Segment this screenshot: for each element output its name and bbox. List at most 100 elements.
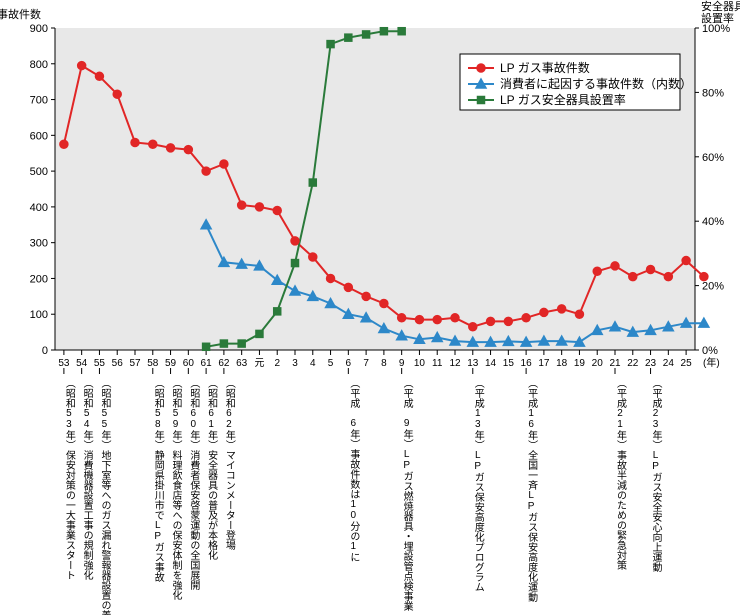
annotation-text: （平成13年）LPガス保安高度化プログラム xyxy=(472,378,484,592)
marker-circle xyxy=(78,62,86,70)
right-tick-label: 100% xyxy=(702,23,730,35)
marker-circle xyxy=(611,262,619,270)
marker-circle xyxy=(504,317,512,325)
marker-square xyxy=(309,179,316,186)
marker-circle xyxy=(131,138,139,146)
marker-circle xyxy=(647,266,655,274)
marker-circle xyxy=(238,201,246,209)
x-tick-label: 24 xyxy=(663,358,675,369)
marker-circle xyxy=(629,273,637,281)
x-tick-label: 20 xyxy=(592,358,604,369)
chart-container: 事故件数安全器具設置率01002003004005006007008009000… xyxy=(0,0,740,615)
marker-square xyxy=(327,41,334,48)
marker-circle xyxy=(167,144,175,152)
marker-circle xyxy=(522,314,530,322)
x-tick-label: 62 xyxy=(218,358,230,369)
marker-circle xyxy=(575,310,583,318)
marker-circle xyxy=(95,72,103,80)
x-tick-label: 56 xyxy=(112,358,124,369)
annotation-text: （昭和61年）安全器具の普及が本格化 xyxy=(206,378,218,560)
x-tick-label: 10 xyxy=(414,358,426,369)
marker-circle xyxy=(291,237,299,245)
annotation-text: （昭和62年）マイコンメーター登場 xyxy=(223,378,235,551)
marker-circle xyxy=(344,283,352,291)
x-tick-label: 11 xyxy=(432,358,443,369)
x-tick-label: 17 xyxy=(538,358,550,369)
x-tick-label: 2 xyxy=(274,358,280,369)
right-axis-title-1: 安全器具 xyxy=(701,0,740,13)
marker-circle xyxy=(700,273,708,281)
right-tick-label: 20% xyxy=(702,281,724,293)
marker-circle xyxy=(113,90,121,98)
marker-square xyxy=(220,340,227,347)
left-tick-label: 500 xyxy=(30,166,48,178)
annotation-text: （平成 9年）LPガス燃焼器具・埋設管点検事業 xyxy=(401,378,413,612)
x-tick-label: 3 xyxy=(292,358,298,369)
x-unit-label: (年) xyxy=(703,356,720,369)
x-tick-label: 15 xyxy=(503,358,515,369)
marker-circle xyxy=(220,160,228,168)
x-tick-label: 9 xyxy=(399,358,405,369)
marker-circle xyxy=(469,323,477,331)
marker-circle xyxy=(184,146,192,154)
annotation-text: （昭和60年）消費者保安啓蒙運動の全国展開 xyxy=(188,378,200,591)
marker-circle xyxy=(362,292,370,300)
chart-svg: 事故件数安全器具設置率01002003004005006007008009000… xyxy=(0,0,740,615)
marker-circle xyxy=(202,167,210,175)
x-tick-label: 23 xyxy=(645,358,657,369)
marker-circle xyxy=(593,267,601,275)
x-tick-label: 7 xyxy=(363,358,369,369)
right-tick-label: 60% xyxy=(702,152,724,164)
marker-circle xyxy=(309,253,317,261)
marker-square xyxy=(292,260,299,267)
legend-label: LP ガス安全器具設置率 xyxy=(500,92,626,107)
x-tick-label: 60 xyxy=(183,358,195,369)
legend-label: LP ガス事故件数 xyxy=(500,60,590,75)
right-tick-label: 80% xyxy=(702,87,724,99)
marker-square xyxy=(478,97,485,104)
legend-label: 消費者に起因する事故件数（内数） xyxy=(500,76,692,91)
marker-square xyxy=(256,330,263,337)
x-tick-label: 25 xyxy=(681,358,693,369)
right-tick-label: 0% xyxy=(702,345,718,357)
annotation-text: （昭和59年）料理飲食店等への保安体制を強化 xyxy=(170,378,182,600)
x-tick-label: 18 xyxy=(556,358,568,369)
annotation-text: （平成 6年）事故件数は10分の1に xyxy=(348,378,360,562)
marker-circle xyxy=(664,273,672,281)
left-tick-label: 300 xyxy=(30,238,48,250)
marker-circle xyxy=(327,274,335,282)
x-tick-label: 53 xyxy=(58,358,70,369)
marker-circle xyxy=(415,316,423,324)
marker-square xyxy=(203,343,210,350)
marker-square xyxy=(398,28,405,35)
annotation-text: （昭和55年）地下室等へのガス漏れ警報器設置の義務化 xyxy=(99,378,111,615)
left-tick-label: 0 xyxy=(42,345,48,357)
x-tick-label: 4 xyxy=(310,358,316,369)
marker-square xyxy=(380,28,387,35)
left-tick-label: 900 xyxy=(30,23,48,35)
x-tick-label: 5 xyxy=(328,358,334,369)
marker-circle xyxy=(487,317,495,325)
marker-circle xyxy=(682,257,690,265)
annotation-text: （平成23年）LPガス安全安心向上運動 xyxy=(650,378,662,573)
x-tick-label: 16 xyxy=(521,358,533,369)
left-tick-label: 600 xyxy=(30,130,48,142)
x-tick-label: 19 xyxy=(574,358,586,369)
marker-circle xyxy=(149,140,157,148)
left-tick-label: 200 xyxy=(30,273,48,285)
marker-circle xyxy=(558,305,566,313)
left-tick-label: 400 xyxy=(30,202,48,214)
marker-square xyxy=(238,340,245,347)
annotation-text: （平成21年）事故半減のための緊急対策 xyxy=(615,378,627,571)
x-tick-label: 22 xyxy=(627,358,639,369)
left-tick-label: 800 xyxy=(30,59,48,71)
x-tick-label: 14 xyxy=(485,358,497,369)
marker-circle xyxy=(273,206,281,214)
left-tick-label: 100 xyxy=(30,309,48,321)
marker-circle xyxy=(60,140,68,148)
x-tick-label: 8 xyxy=(381,358,387,369)
marker-circle xyxy=(540,308,548,316)
annotation-text: （昭和58年）静岡県掛川市でLPガス事故 xyxy=(152,378,164,583)
x-tick-label: 59 xyxy=(165,358,177,369)
x-tick-label: 54 xyxy=(76,358,88,369)
